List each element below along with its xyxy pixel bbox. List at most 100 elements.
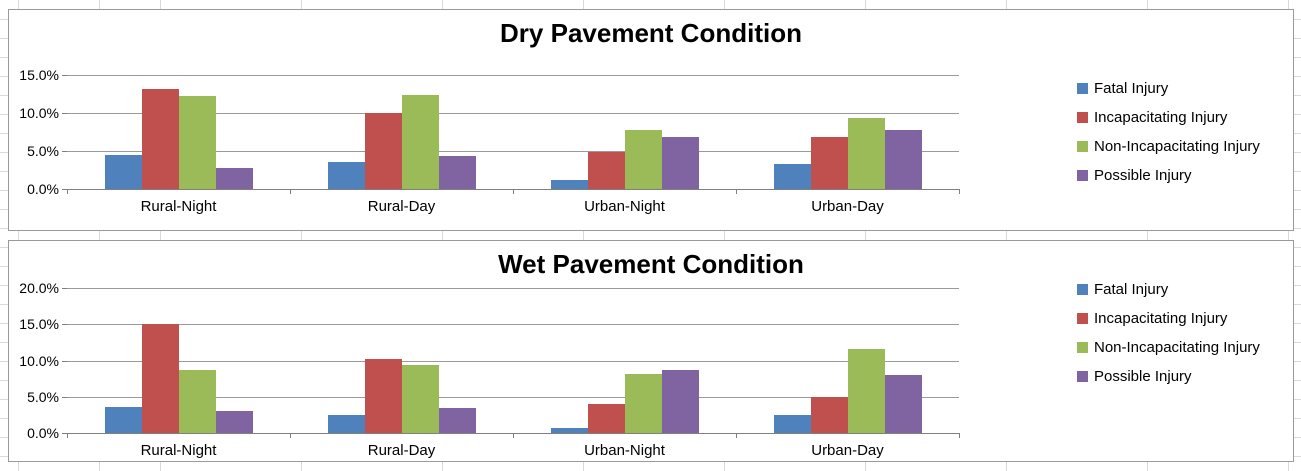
- bar-possible-injury-urban-day[interactable]: [884, 130, 922, 189]
- sheet-column-line: [1288, 0, 1289, 471]
- x-axis-category-label: Rural-Day: [367, 442, 436, 459]
- legend-swatch-icon: [1077, 342, 1088, 353]
- y-axis-tick-label: 5.0%: [27, 143, 59, 159]
- bar-incapacitating-injury-urban-night[interactable]: [587, 151, 625, 189]
- y-axis-tick-label: 5.0%: [27, 388, 59, 405]
- bar-non-incapacitating-injury-urban-day[interactable]: [847, 348, 885, 433]
- bar-possible-injury-urban-night[interactable]: [661, 136, 699, 189]
- legend-item[interactable]: Possible Injury: [1077, 362, 1260, 391]
- chart-dry-pavement[interactable]: Dry Pavement Condition Fatal Injury Incap…: [8, 9, 1294, 231]
- bar-incapacitating-injury-urban-night[interactable]: [587, 404, 625, 433]
- x-axis-tick: [959, 189, 960, 194]
- sheet-column-line: [583, 0, 584, 471]
- y-axis-tick: [62, 189, 67, 190]
- bar-incapacitating-injury-rural-day[interactable]: [364, 359, 402, 433]
- bar-possible-injury-urban-day[interactable]: [884, 375, 922, 433]
- bar-possible-injury-rural-night[interactable]: [215, 410, 253, 433]
- bar-incapacitating-injury-rural-day[interactable]: [364, 113, 402, 189]
- legend-wet: Fatal Injury Incapacitating Injury Non-Inc…: [1077, 275, 1260, 391]
- legend-item[interactable]: Fatal Injury: [1077, 74, 1260, 103]
- sheet-column-line: [724, 0, 725, 471]
- legend-item[interactable]: Incapacitating Injury: [1077, 304, 1260, 333]
- x-axis-tick: [67, 433, 68, 438]
- y-axis-tick-label: 15.0%: [19, 67, 59, 83]
- bar-incapacitating-injury-urban-day[interactable]: [810, 396, 848, 433]
- bar-fatal-injury-urban-day[interactable]: [773, 163, 811, 189]
- bar-incapacitating-injury-rural-night[interactable]: [141, 88, 179, 189]
- bar-fatal-injury-urban-night[interactable]: [550, 427, 588, 433]
- bar-fatal-injury-rural-night[interactable]: [104, 406, 142, 433]
- bar-fatal-injury-urban-day[interactable]: [773, 414, 811, 433]
- sheet-column-line: [442, 0, 443, 471]
- x-axis-category-label: Rural-Night: [140, 198, 217, 215]
- legend-label: Possible Injury: [1094, 368, 1192, 385]
- sheet-column-line: [99, 0, 100, 471]
- y-axis-tick: [62, 433, 67, 434]
- sheet-column-line: [1006, 0, 1007, 471]
- bar-non-incapacitating-injury-rural-day[interactable]: [401, 364, 439, 433]
- bar-incapacitating-injury-rural-night[interactable]: [141, 324, 179, 433]
- x-axis-category-label: Rural-Day: [367, 198, 436, 215]
- bar-possible-injury-rural-night[interactable]: [215, 168, 253, 189]
- legend-swatch-icon: [1077, 83, 1088, 94]
- gridline: [67, 360, 959, 362]
- bar-non-incapacitating-injury-urban-day[interactable]: [847, 117, 885, 189]
- x-axis-category-label: Urban-Night: [584, 198, 665, 215]
- chart-title-wet[interactable]: Wet Pavement Condition: [498, 249, 804, 279]
- legend-swatch-icon: [1077, 112, 1088, 123]
- legend-swatch-icon: [1077, 371, 1088, 382]
- bar-possible-injury-urban-night[interactable]: [661, 369, 699, 433]
- sheet-column-line: [1147, 0, 1148, 471]
- x-axis-tick: [290, 189, 291, 194]
- x-axis-tick: [513, 189, 514, 194]
- bar-non-incapacitating-injury-rural-night[interactable]: [178, 95, 216, 189]
- bar-non-incapacitating-injury-urban-night[interactable]: [624, 373, 662, 433]
- gridline: [67, 113, 959, 114]
- legend-label: Incapacitating Injury: [1094, 109, 1228, 126]
- y-axis-tick-label: 0.0%: [27, 425, 59, 441]
- bar-fatal-injury-rural-day[interactable]: [327, 162, 365, 189]
- y-axis-tick: [62, 288, 67, 289]
- bar-non-incapacitating-injury-urban-night[interactable]: [624, 129, 662, 189]
- legend-item[interactable]: Fatal Injury: [1077, 275, 1260, 304]
- bar-fatal-injury-urban-night[interactable]: [550, 179, 588, 189]
- legend-swatch-icon: [1077, 170, 1088, 181]
- legend-label: Possible Injury: [1094, 167, 1192, 184]
- sheet-column-line: [865, 0, 866, 471]
- legend-label: Non-Incapacitating Injury: [1094, 138, 1260, 155]
- chart-wet-pavement[interactable]: Wet Pavement Condition Fatal Injury Incap…: [8, 240, 1294, 462]
- gridline: [67, 396, 959, 398]
- legend-swatch-icon: [1077, 313, 1088, 324]
- y-axis-tick-label: 15.0%: [19, 316, 59, 333]
- gridline: [67, 324, 959, 326]
- bar-non-incapacitating-injury-rural-night[interactable]: [178, 369, 216, 433]
- legend-item[interactable]: Non-Incapacitating Injury: [1077, 333, 1260, 362]
- x-axis-tick: [736, 433, 737, 438]
- y-axis-tick: [62, 151, 67, 152]
- bar-fatal-injury-rural-night[interactable]: [104, 154, 142, 189]
- legend-item[interactable]: Incapacitating Injury: [1077, 103, 1260, 132]
- y-axis-tick-label: 10.0%: [19, 352, 59, 369]
- x-axis-tick: [513, 433, 514, 438]
- bar-fatal-injury-rural-day[interactable]: [327, 414, 365, 433]
- x-axis-tick: [736, 189, 737, 194]
- legend-item[interactable]: Non-Incapacitating Injury: [1077, 132, 1260, 161]
- y-axis-tick: [62, 113, 67, 114]
- y-axis-tick-label: 0.0%: [27, 181, 59, 197]
- legend-label: Fatal Injury: [1094, 281, 1169, 298]
- bar-incapacitating-injury-urban-day[interactable]: [810, 136, 848, 189]
- legend-dry: Fatal Injury Incapacitating Injury Non-Inc…: [1077, 74, 1260, 190]
- legend-item[interactable]: Possible Injury: [1077, 161, 1260, 190]
- legend-label: Incapacitating Injury: [1094, 310, 1228, 327]
- gridline: [67, 288, 959, 289]
- bar-non-incapacitating-injury-rural-day[interactable]: [401, 94, 439, 189]
- sheet-column-line: [301, 0, 302, 471]
- bar-possible-injury-rural-day[interactable]: [438, 408, 476, 433]
- y-axis-tick: [62, 75, 67, 76]
- chart-title-dry[interactable]: Dry Pavement Condition: [500, 18, 802, 48]
- x-axis-category-label: Rural-Night: [140, 442, 217, 459]
- y-axis-tick-label: 20.0%: [19, 280, 59, 296]
- y-axis-tick-label: 10.0%: [19, 105, 59, 121]
- legend-label: Non-Incapacitating Injury: [1094, 339, 1260, 356]
- bar-possible-injury-rural-day[interactable]: [438, 155, 476, 189]
